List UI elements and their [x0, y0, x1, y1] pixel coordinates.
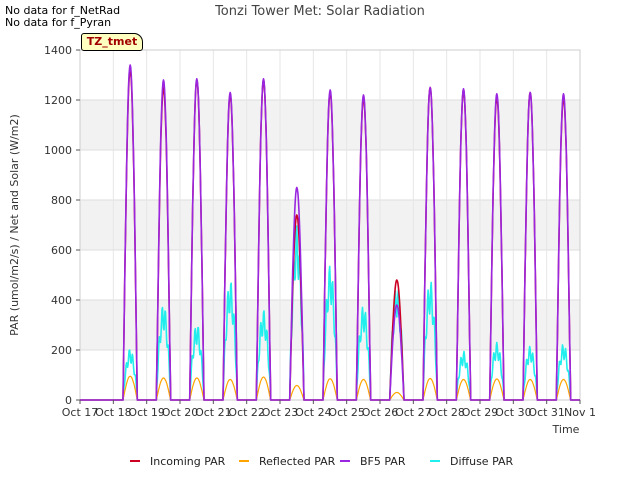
- x-tick-label: Oct 24: [295, 406, 332, 419]
- x-tick-label: Oct 19: [128, 406, 165, 419]
- x-tick-label: Oct 17: [62, 406, 99, 419]
- legend: Incoming PAR Reflected PAR BF5 PAR Diffuse …: [130, 455, 514, 468]
- chart-title: Tonzi Tower Met: Solar Radiation: [214, 4, 425, 19]
- legend-label-3: Diffuse PAR: [450, 455, 514, 468]
- x-tick-label: Oct 29: [462, 406, 499, 419]
- y-tick-label: 800: [51, 194, 72, 207]
- y-tick-label: 0: [65, 394, 72, 407]
- legend-label-2: BF5 PAR: [360, 455, 406, 468]
- x-tick-label: Oct 20: [162, 406, 199, 419]
- plot-band: [80, 100, 580, 150]
- y-tick-label: 200: [51, 344, 72, 357]
- x-tick-label: Oct 23: [262, 406, 299, 419]
- x-tick-label: Oct 28: [428, 406, 465, 419]
- plot-band: [80, 300, 580, 350]
- y-tick-label: 400: [51, 294, 72, 307]
- x-axis-label: Time: [552, 423, 580, 436]
- y-tick-label: 1200: [44, 94, 72, 107]
- legend-label-1: Reflected PAR: [259, 455, 336, 468]
- x-tick-label: Oct 27: [395, 406, 432, 419]
- x-tick-label: Nov 1: [564, 406, 596, 419]
- y-tick-label: 1400: [44, 44, 72, 57]
- y-tick-label: 1000: [44, 144, 72, 157]
- series-reflected-par: [80, 375, 580, 401]
- no-data-note-netrad: No data for f_NetRad: [5, 4, 121, 17]
- y-tick-label: 600: [51, 244, 72, 257]
- plot-frame: [79, 49, 581, 401]
- plot-band: [80, 200, 580, 250]
- gridlines: [79, 49, 581, 401]
- x-tick-label: Oct 31: [528, 406, 565, 419]
- x-tick-label: Oct 30: [495, 406, 532, 419]
- site-badge: TZ_tmet: [81, 33, 143, 51]
- x-tick-label: Oct 22: [228, 406, 265, 419]
- legend-label-0: Incoming PAR: [150, 455, 226, 468]
- x-tick-label: Oct 25: [328, 406, 365, 419]
- plot-bands: [80, 100, 580, 350]
- x-tick-label: Oct 18: [95, 406, 132, 419]
- x-tick-label: Oct 26: [362, 406, 399, 419]
- x-tick-label: Oct 21: [195, 406, 232, 419]
- no-data-note-pyran: No data for f_Pyran: [5, 16, 112, 29]
- y-axis-label: PAR (umol/m2/s) / Net and Solar (W/m2): [8, 114, 21, 336]
